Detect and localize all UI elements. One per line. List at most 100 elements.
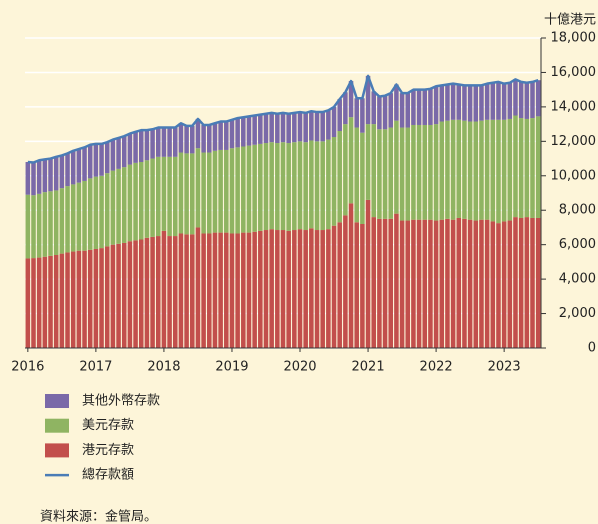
- bar-segment: [25, 194, 31, 259]
- bar-segment: [518, 81, 524, 119]
- bar-segment: [479, 85, 484, 121]
- bar-segment: [530, 118, 535, 218]
- bar-segment: [59, 188, 65, 254]
- bar-segment: [462, 85, 467, 121]
- bar-segment: [65, 153, 70, 187]
- bar-segment: [104, 173, 110, 247]
- bar-segment: [377, 96, 382, 130]
- y-tick-label: 14,000: [551, 99, 597, 114]
- bar-segment: [241, 117, 246, 147]
- bar-segment: [326, 110, 331, 140]
- bar-segment: [178, 123, 184, 153]
- bar-segment: [235, 118, 240, 148]
- bar-segment: [127, 164, 133, 242]
- bar-segment: [303, 142, 308, 231]
- bar-segment: [496, 223, 501, 348]
- bar-segment: [258, 143, 263, 231]
- bar-segment: [82, 180, 87, 251]
- bar-segment: [246, 145, 252, 233]
- bar-segment: [388, 93, 394, 128]
- bar-segment: [479, 219, 484, 348]
- bar-segment: [371, 217, 376, 348]
- bar-segment: [195, 118, 201, 149]
- bar-segment: [93, 248, 99, 348]
- bar-segment: [224, 121, 229, 150]
- bar-segment: [297, 141, 303, 230]
- bar-segment: [275, 230, 280, 348]
- bar-segment: [53, 255, 59, 348]
- bar-segment: [110, 139, 116, 171]
- bar-segment: [422, 124, 428, 220]
- bar-segment: [456, 119, 462, 218]
- bar-segment: [110, 170, 116, 245]
- bar-segment: [399, 220, 405, 348]
- bar-segment: [229, 233, 235, 348]
- bar-segment: [450, 219, 456, 348]
- y-tick-label: 12,000: [551, 134, 597, 149]
- bar-segment: [416, 219, 422, 348]
- bar-segment: [343, 124, 348, 216]
- bar-segment: [348, 203, 354, 348]
- bar-segment: [31, 162, 36, 196]
- bar-segment: [365, 199, 371, 348]
- legend-swatch: [45, 418, 69, 433]
- bar-segment: [507, 118, 513, 221]
- bar-segment: [93, 176, 99, 249]
- bar-segment: [212, 150, 218, 233]
- legend-label: 其他外幣存款: [82, 394, 160, 409]
- bar-segment: [218, 121, 223, 150]
- bar-segment: [467, 121, 473, 220]
- bar-segment: [99, 248, 104, 348]
- bar-segment: [399, 127, 405, 221]
- bar-segment: [195, 148, 201, 228]
- bar-segment: [382, 129, 388, 219]
- bar-segment: [394, 120, 399, 214]
- bar-segment: [224, 149, 229, 233]
- bar-segment: [524, 217, 530, 348]
- bar-segment: [82, 250, 87, 348]
- bar-segment: [428, 124, 433, 220]
- bar-segment: [25, 258, 31, 348]
- bar-segment: [365, 124, 371, 200]
- bar-segment: [269, 229, 274, 348]
- bar-segment: [121, 242, 127, 348]
- bar-segment: [201, 152, 206, 234]
- bar-segment: [116, 243, 121, 348]
- bar-segment: [479, 120, 484, 220]
- bar-segment: [456, 84, 462, 120]
- bar-segment: [82, 147, 87, 181]
- bar-segment: [263, 230, 269, 348]
- bar-segment: [207, 233, 212, 348]
- bar-segment: [138, 239, 144, 348]
- bar-segment: [445, 218, 450, 348]
- bar-segment: [314, 112, 320, 142]
- bar-segment: [161, 127, 167, 157]
- bar-segment: [331, 106, 337, 138]
- bar-segment: [218, 232, 223, 348]
- bar-segment: [496, 119, 501, 224]
- bar-segment: [388, 127, 394, 219]
- bar-segment: [36, 193, 42, 258]
- bar-segment: [76, 250, 82, 348]
- bar-segment: [422, 219, 428, 348]
- bar-segment: [207, 124, 212, 153]
- bar-segment: [490, 221, 496, 348]
- bar-segment: [331, 137, 337, 226]
- bar-segment: [292, 230, 297, 348]
- legend-label: 美元存款: [82, 418, 134, 433]
- bar-segment: [252, 115, 257, 145]
- bar-segment: [326, 229, 331, 348]
- bar-segment: [116, 168, 121, 244]
- y-tick-label: 0: [588, 341, 596, 356]
- bar-segment: [212, 123, 218, 151]
- bar-segment: [394, 84, 399, 121]
- bar-segment: [252, 231, 257, 348]
- bar-segment: [133, 162, 138, 241]
- bar-segment: [155, 156, 161, 237]
- bar-segment: [87, 249, 93, 348]
- bar-segment: [535, 217, 541, 348]
- bar-segment: [320, 112, 325, 142]
- bar-segment: [445, 84, 450, 121]
- bar-segment: [36, 257, 42, 348]
- bar-segment: [286, 230, 291, 348]
